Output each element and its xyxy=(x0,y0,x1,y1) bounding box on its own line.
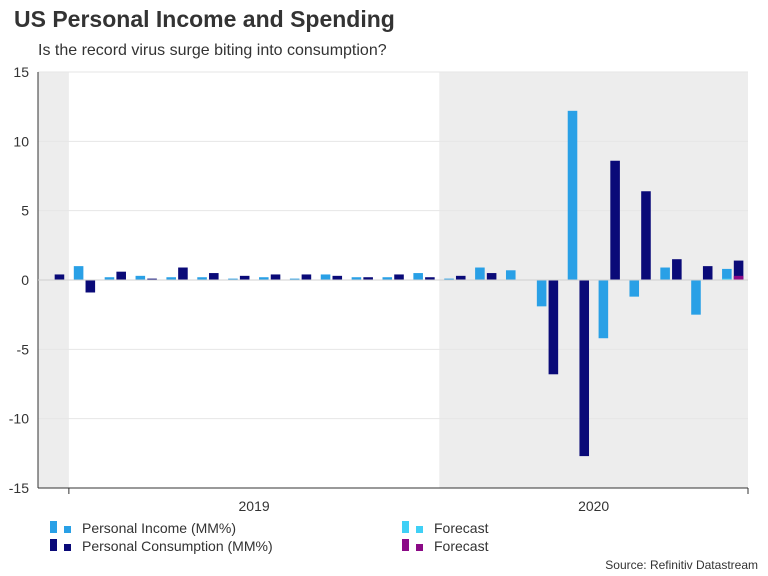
legend-label: Personal Consumption (MM%) xyxy=(82,538,273,554)
y-tick-label: -15 xyxy=(9,480,29,496)
bar xyxy=(722,268,732,280)
bar xyxy=(239,275,250,280)
bar xyxy=(270,274,281,280)
bar xyxy=(166,277,176,280)
y-tick-label: -10 xyxy=(9,411,29,427)
bar xyxy=(425,277,435,280)
bar xyxy=(382,277,393,280)
bar xyxy=(73,266,84,280)
swatch-b xyxy=(416,544,423,551)
bar xyxy=(610,160,620,280)
bar xyxy=(301,274,312,280)
bar xyxy=(567,110,578,281)
bar xyxy=(444,278,454,280)
swatch-b xyxy=(416,526,423,533)
bar xyxy=(135,275,146,280)
x-period-label: 2020 xyxy=(578,498,609,514)
bar xyxy=(197,277,207,280)
bar xyxy=(475,267,485,280)
y-tick-label: 15 xyxy=(13,64,29,80)
bar xyxy=(536,280,547,307)
bar xyxy=(85,280,96,293)
legend-consumption-forecast: Forecast xyxy=(402,538,488,554)
swatch-a xyxy=(50,521,57,533)
x-period-label: 2019 xyxy=(239,498,270,514)
bar xyxy=(733,260,744,280)
bar xyxy=(363,277,373,280)
legend-swatch-icon xyxy=(50,521,74,535)
bar xyxy=(413,273,423,280)
bar xyxy=(455,275,466,280)
bar xyxy=(54,274,65,280)
bar xyxy=(116,271,126,280)
bar xyxy=(702,266,713,280)
legend-label: Forecast xyxy=(434,538,489,554)
bar xyxy=(598,280,609,339)
bar xyxy=(289,278,300,280)
bar xyxy=(579,280,590,457)
bar xyxy=(147,278,157,280)
legend-label: Forecast xyxy=(434,520,489,536)
bar xyxy=(259,277,269,280)
bar xyxy=(209,273,219,280)
swatch-a xyxy=(402,539,409,551)
chart-title: US Personal Income and Spending xyxy=(14,6,395,32)
legend-personal-consumption: Personal Consumption (MM%) xyxy=(50,538,273,554)
bar xyxy=(228,278,238,280)
bar xyxy=(641,191,651,280)
swatch-a xyxy=(402,521,409,533)
bar xyxy=(660,267,670,280)
legend-label: Personal Income (MM%) xyxy=(82,520,237,536)
bar xyxy=(629,280,640,297)
bar xyxy=(320,274,331,280)
source-note: Source: Refinitiv Datastream xyxy=(605,558,758,572)
legend-swatch-icon xyxy=(50,539,74,553)
bar xyxy=(505,270,516,280)
swatch-b xyxy=(64,544,71,551)
legend-income-forecast: Forecast xyxy=(402,520,488,536)
swatch-a xyxy=(50,539,57,551)
bar xyxy=(104,277,115,280)
bar xyxy=(332,275,343,280)
legend-swatch-icon xyxy=(402,539,426,553)
bar xyxy=(394,274,404,280)
bar xyxy=(722,278,732,280)
y-tick-label: 5 xyxy=(21,203,29,219)
chart-subtitle: Is the record virus surge biting into co… xyxy=(38,42,387,59)
y-tick-label: 10 xyxy=(13,133,29,149)
legend-personal-income: Personal Income (MM%) xyxy=(50,520,236,536)
legend-swatch-icon xyxy=(402,521,426,535)
bar xyxy=(672,259,682,280)
bar xyxy=(691,280,701,315)
swatch-b xyxy=(64,526,71,533)
y-tick-label: 0 xyxy=(21,272,29,288)
bar xyxy=(733,275,744,280)
bar xyxy=(548,280,559,375)
bar xyxy=(486,273,497,280)
bar xyxy=(178,267,188,280)
bar xyxy=(351,277,362,280)
y-tick-label: -5 xyxy=(17,341,30,357)
